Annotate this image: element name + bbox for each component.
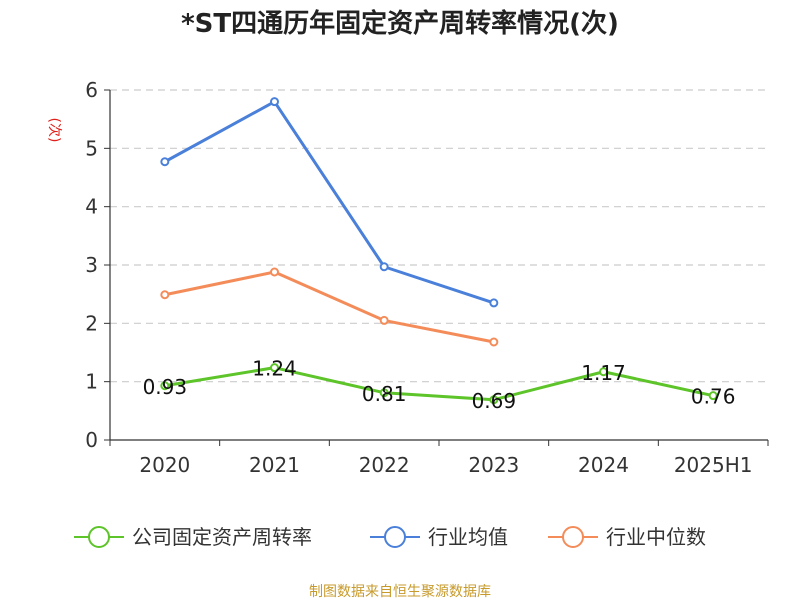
y-tick-label: 3 bbox=[85, 253, 98, 277]
data-point[interactable] bbox=[160, 290, 170, 300]
grid-lines bbox=[110, 89, 768, 383]
legend[interactable]: 公司固定资产周转率 行业均值 行业中位数 bbox=[74, 525, 706, 549]
data-label: 0.93 bbox=[143, 375, 188, 399]
series-line-1 bbox=[164, 100, 495, 305]
legend-item-1[interactable]: 行业均值 bbox=[370, 525, 508, 549]
legend-item-2[interactable]: 行业中位数 bbox=[548, 525, 706, 549]
legend-label: 行业均值 bbox=[428, 525, 508, 549]
legend-label: 公司固定资产周转率 bbox=[132, 525, 312, 549]
data-point[interactable] bbox=[270, 267, 279, 277]
legend-swatch-marker bbox=[562, 526, 584, 548]
legend-swatch-marker bbox=[88, 526, 110, 548]
y-tick-label: 4 bbox=[85, 195, 98, 219]
x-tick-label: 2024 bbox=[578, 453, 629, 477]
data-point[interactable] bbox=[160, 157, 170, 167]
y-tick-label: 5 bbox=[85, 136, 98, 160]
series-line-0 bbox=[164, 366, 714, 402]
data-point[interactable] bbox=[379, 388, 389, 398]
data-point[interactable] bbox=[270, 97, 279, 107]
data-label: 0.76 bbox=[691, 385, 736, 409]
data-point[interactable] bbox=[599, 367, 608, 377]
y-tick-label: 0 bbox=[85, 428, 98, 452]
data-label: 1.17 bbox=[581, 361, 626, 385]
y-tick-label: 1 bbox=[85, 370, 98, 394]
data-point[interactable] bbox=[708, 391, 718, 401]
x-tick-label: 2022 bbox=[359, 453, 410, 477]
data-point[interactable] bbox=[489, 298, 499, 308]
y-tick-label: 2 bbox=[85, 311, 98, 335]
legend-label: 行业中位数 bbox=[606, 525, 706, 549]
data-point[interactable] bbox=[160, 381, 170, 391]
source-note: 制图数据来自恒生聚源数据库 bbox=[309, 584, 491, 600]
data-point[interactable] bbox=[489, 337, 499, 347]
data-label: 1.24 bbox=[252, 357, 297, 381]
data-labels: 0.93 1.24 0.81 0.69 1.17 0.76 bbox=[143, 357, 736, 413]
data-point[interactable] bbox=[489, 395, 499, 405]
x-tick-label: 2021 bbox=[249, 453, 300, 477]
y-axis-label: (次) bbox=[46, 118, 62, 143]
x-tick-label: 2023 bbox=[468, 453, 519, 477]
axes: 0 1 2 3 4 5 6 2020 2021 2022 2023 2024 2025H1 bbox=[85, 78, 769, 477]
series-line-2 bbox=[164, 270, 495, 344]
series-layer bbox=[160, 97, 718, 405]
x-tick-label: 2025H1 bbox=[674, 453, 753, 477]
y-tick-label: 6 bbox=[85, 78, 98, 102]
data-label: 0.81 bbox=[362, 382, 407, 406]
data-point[interactable] bbox=[379, 262, 389, 272]
legend-swatch-marker bbox=[384, 526, 406, 548]
x-tick-label: 2020 bbox=[139, 453, 190, 477]
chart-title: *ST四通历年固定资产周转率情况(次) bbox=[181, 8, 619, 39]
data-point[interactable] bbox=[379, 315, 389, 325]
data-point[interactable] bbox=[270, 363, 279, 373]
legend-item-0[interactable]: 公司固定资产周转率 bbox=[74, 525, 312, 549]
data-label: 0.69 bbox=[472, 389, 517, 413]
